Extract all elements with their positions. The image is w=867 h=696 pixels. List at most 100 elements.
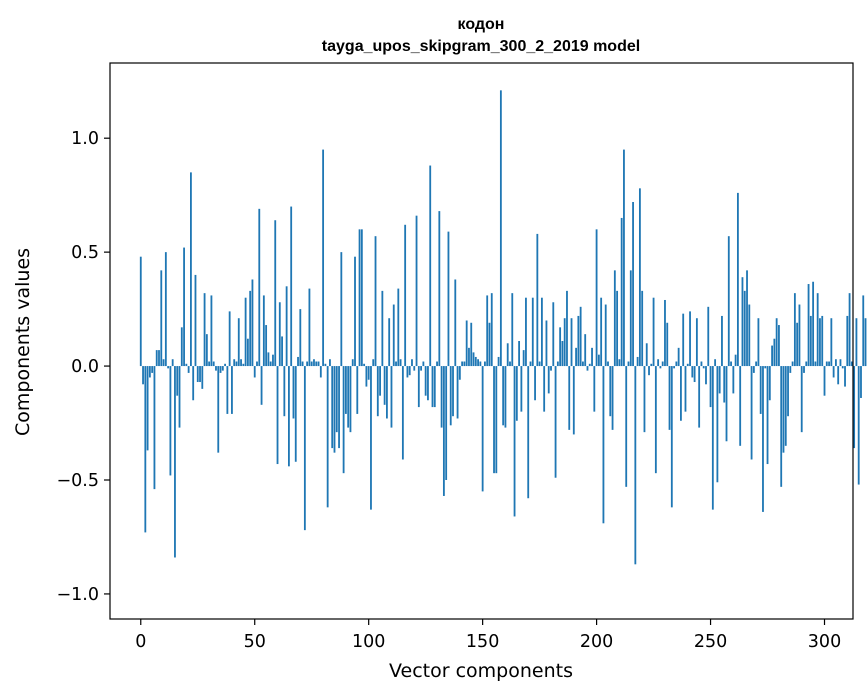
bar [791,361,794,367]
bar [429,165,432,367]
bar [397,288,400,367]
x-tick-label: 300 [808,632,841,652]
bar [780,366,783,487]
y-tick-label: 0.0 [71,357,99,377]
bar [235,361,238,367]
bar [171,359,174,367]
x-tick-label: 250 [694,632,727,652]
bar [310,361,313,367]
bar [326,366,329,508]
bar [648,366,650,376]
bar [424,366,427,396]
bar [698,366,701,428]
bar [290,206,293,367]
bar [518,341,521,367]
bar [433,366,436,408]
bar [251,279,254,367]
bar [376,366,379,417]
bar [750,366,753,460]
bar [707,306,710,367]
bar [253,366,256,378]
bar [183,247,185,367]
bar [700,361,703,367]
bar [668,366,671,430]
plot-frame [109,62,854,620]
bar [484,361,486,367]
bar [620,217,623,367]
bar [468,347,470,367]
y-axis: −1.0 −0.5 0.0 0.5 1.0 [57,129,110,605]
bar [162,359,165,367]
bar [390,366,393,428]
bar [736,192,739,367]
bar [709,366,712,408]
bar [395,361,397,367]
bar [274,220,277,367]
x-tick-label: 200 [580,632,613,652]
bar [142,366,144,385]
y-tick-label: −1.0 [57,585,100,605]
bar [652,297,655,367]
bar [686,363,689,367]
bar [509,361,511,367]
bar [486,295,489,367]
bar [855,318,858,367]
bar [657,359,660,367]
bar [329,359,331,367]
bar [288,366,290,467]
bar [860,366,862,398]
bar [550,366,552,371]
bar [139,256,142,367]
bar [315,361,318,367]
bar [210,295,213,367]
bar [515,366,518,421]
bar [374,236,377,367]
bar [732,366,735,394]
bar [702,366,705,369]
bar [597,354,600,367]
bar [766,366,769,465]
bar [561,341,564,367]
bar [812,281,815,367]
bar [319,366,322,378]
bar [616,290,619,367]
bar [502,366,505,426]
bar [659,366,662,369]
bar [623,149,625,367]
bar [194,274,197,367]
bar [497,356,500,367]
bar [552,302,555,367]
bar [568,366,571,430]
bar [267,352,270,367]
bar [862,295,865,367]
bar [800,366,803,433]
bar [461,361,464,367]
bar [176,366,179,396]
bar [705,366,707,385]
bar [164,252,167,367]
bar [718,366,721,394]
bar [199,366,201,383]
bar [203,293,206,367]
bar [850,361,853,367]
bar [301,361,304,367]
bar [392,304,395,367]
bar [638,188,641,367]
bar [809,315,812,367]
bar [294,366,297,462]
bar [146,366,149,451]
bar [746,270,748,367]
bar [673,366,675,369]
bar [454,279,457,367]
bar [438,211,441,367]
bar [711,366,714,510]
bar [618,359,621,367]
bar [338,366,340,449]
bar [538,361,541,367]
bar [212,361,215,367]
bar [803,366,805,373]
bar-series [139,90,867,565]
bar [609,366,612,417]
bar [331,366,334,449]
